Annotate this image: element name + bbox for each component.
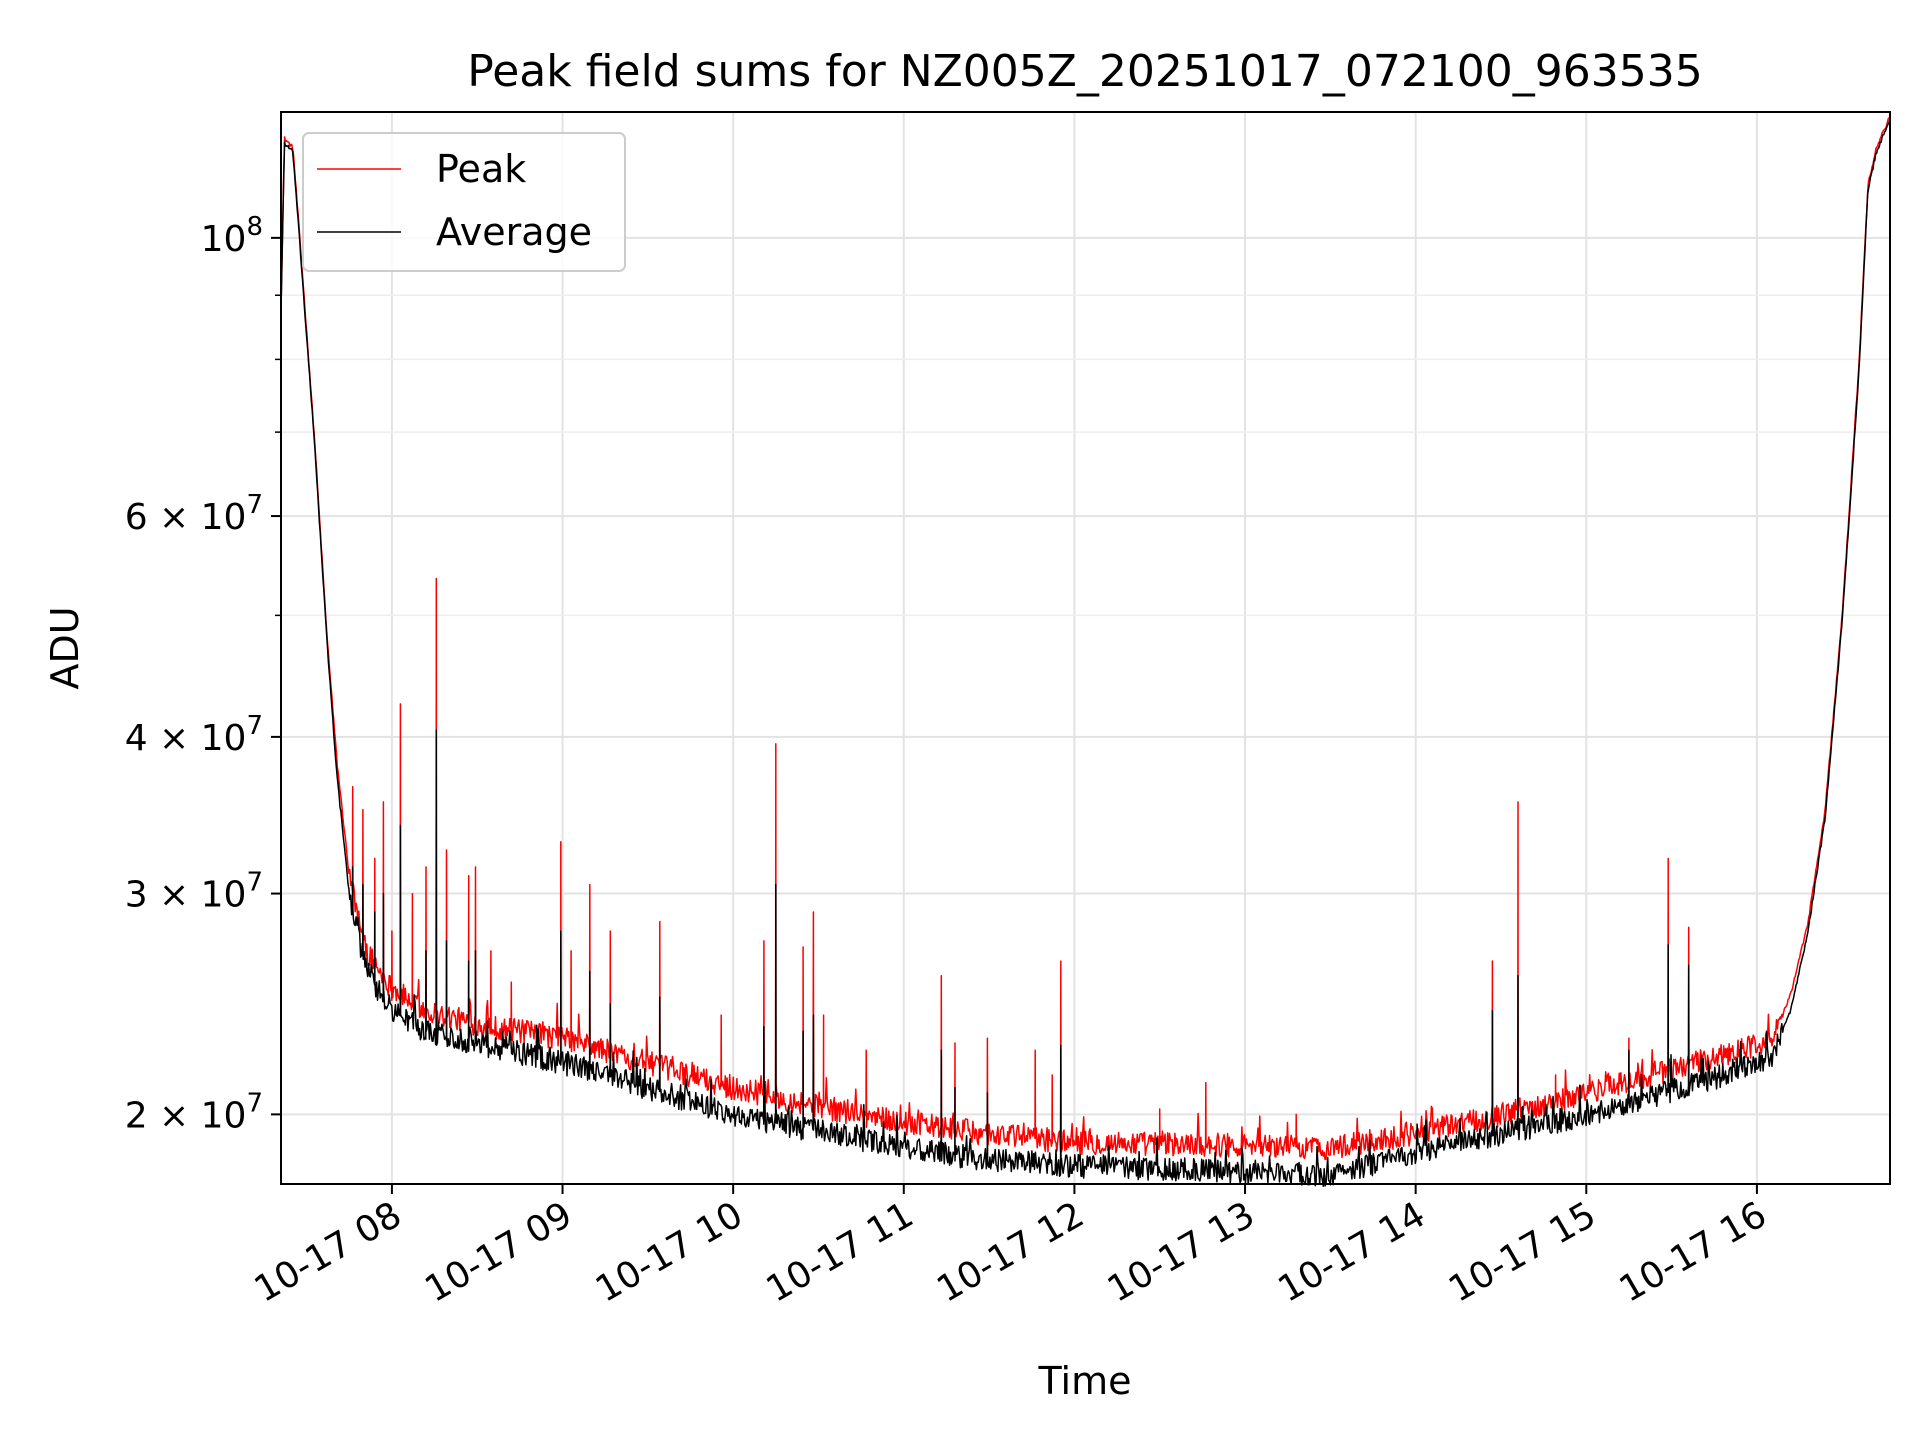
y-tick-label: 4 × 107 xyxy=(125,711,263,759)
y-tick-label: 2 × 107 xyxy=(125,1088,263,1136)
chart-title: Peak field sums for NZ005Z_20251017_0721… xyxy=(467,46,1703,97)
series-line-peak xyxy=(280,115,1891,1161)
series-lines xyxy=(280,115,1891,1188)
x-axis-label: Time xyxy=(1038,1359,1132,1403)
grid xyxy=(281,112,1890,1184)
y-tick-label: 6 × 107 xyxy=(125,490,263,538)
y-axis-label: ADU xyxy=(43,606,87,689)
legend-label-average: Average xyxy=(436,210,592,254)
series-line-average xyxy=(280,117,1891,1188)
legend: Peak Average xyxy=(302,132,626,272)
legend-label-peak: Peak xyxy=(436,147,526,191)
plot-frame xyxy=(280,111,1891,1185)
plot-area: 10-17 08 10-17 09 10-17 10 10-17 11 10-17 12… xyxy=(125,111,1891,1311)
y-tick-label: 3 × 107 xyxy=(125,868,263,916)
legend-box xyxy=(302,132,626,272)
y-tick-label: 108 xyxy=(201,212,263,260)
plot-background xyxy=(281,112,1890,1184)
